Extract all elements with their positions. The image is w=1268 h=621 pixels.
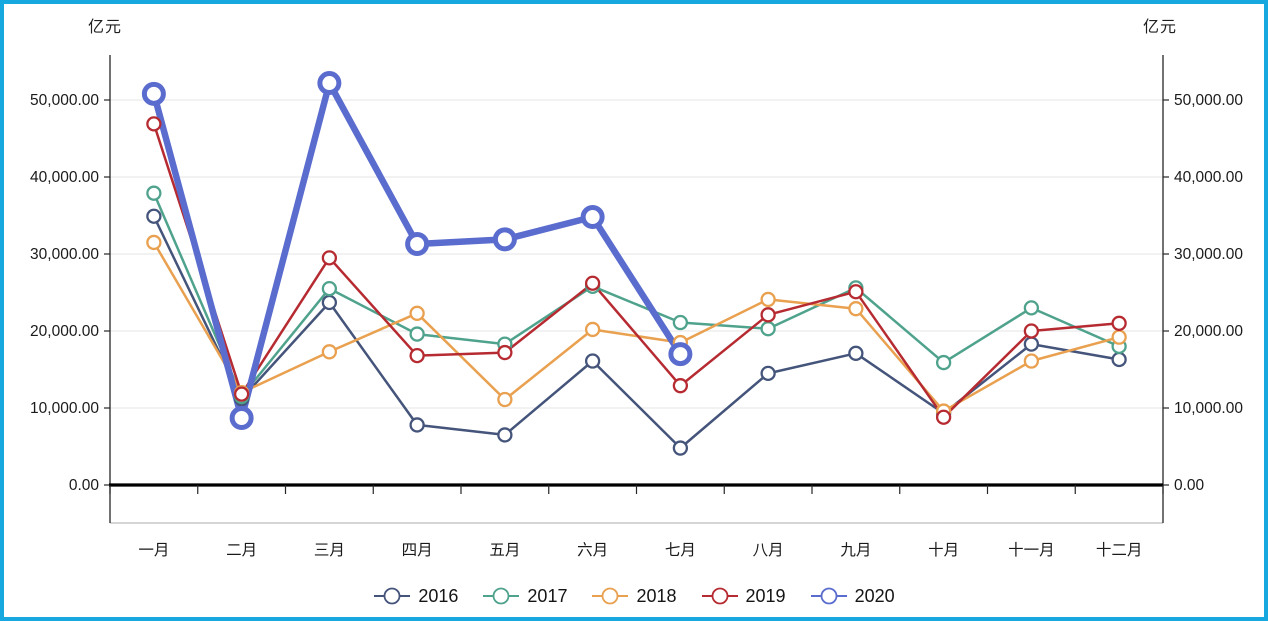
data-point-2018-四月[interactable] [409, 305, 425, 321]
data-point-2018-五月[interactable] [497, 391, 513, 408]
legend-marker-icon [374, 587, 411, 605]
data-point-2018-八月[interactable] [760, 291, 776, 308]
x-tick-label: 二月 [226, 542, 257, 559]
x-tick-label: 十一月 [1008, 541, 1055, 559]
legend-label: 2017 [527, 585, 568, 606]
data-point-2017-三月[interactable] [321, 280, 338, 297]
data-point-2016-四月[interactable] [409, 417, 425, 433]
data-point-2018-十二月[interactable] [1111, 329, 1127, 345]
x-tick-label: 四月 [402, 542, 433, 559]
data-point-2016-五月[interactable] [497, 427, 513, 443]
data-point-2019-十二月[interactable] [1111, 315, 1127, 331]
x-tick-label: 九月 [840, 541, 871, 559]
data-point-2017-八月[interactable] [760, 321, 776, 337]
data-point-2017-七月[interactable] [672, 314, 689, 331]
x-tick-label: 十月 [928, 541, 959, 559]
line-chart: 0.00 0.00 10,000.00 10,000.00 20,000.00 20,00… [30, 55, 1243, 559]
data-point-2020-三月[interactable] [317, 71, 342, 96]
data-point-2017-一月[interactable] [146, 185, 162, 201]
legend-label: 2019 [745, 585, 786, 606]
data-point-2019-一月[interactable] [146, 116, 162, 132]
legend-label: 2020 [854, 585, 895, 606]
series-line-2017 [152, 191, 1121, 398]
data-point-2019-二月[interactable] [233, 386, 250, 402]
data-point-2019-八月[interactable] [760, 307, 776, 323]
legend-label: 2018 [636, 585, 677, 606]
x-tick-label: 六月 [577, 541, 608, 559]
y-tick-label: 40,000.00 [1174, 169, 1243, 186]
legend-marker-icon [483, 587, 520, 605]
legend-item-2019[interactable]: 2019 [701, 585, 786, 607]
series-line-2019 [152, 122, 1121, 419]
data-point-2018-九月[interactable] [848, 301, 864, 317]
x-tick-label: 十二月 [1096, 541, 1143, 559]
data-point-2017-四月[interactable] [409, 326, 425, 342]
data-point-2016-七月[interactable] [672, 440, 689, 456]
data-point-2019-四月[interactable] [409, 347, 425, 364]
data-point-2019-六月[interactable] [584, 275, 601, 291]
legend-label: 2016 [418, 585, 459, 606]
y-tick-label: 20,000.00 [1174, 323, 1243, 340]
legend-item-2017[interactable]: 2017 [482, 585, 567, 607]
y-tick-label: 30,000.00 [30, 246, 99, 263]
data-point-2016-三月[interactable] [321, 294, 338, 311]
series-line-2016 [152, 215, 1121, 450]
data-point-2020-一月[interactable] [141, 81, 166, 106]
data-point-2016-六月[interactable] [584, 353, 601, 369]
data-point-2018-六月[interactable] [584, 321, 601, 338]
chart-legend: 2016 2017 2018 2019 2020 [4, 585, 1264, 607]
data-point-2016-十二月[interactable] [1111, 351, 1127, 368]
y-tick-label: 50,000.00 [1174, 92, 1243, 109]
y-tick-label: 40,000.00 [30, 169, 99, 186]
y-tick-label: 30,000.00 [1174, 246, 1243, 263]
data-point-2020-七月[interactable] [668, 342, 693, 367]
legend-marker-icon [810, 587, 847, 605]
legend-marker-icon [701, 587, 738, 605]
data-point-2018-一月[interactable] [146, 234, 162, 251]
x-tick-label: 一月 [138, 542, 169, 559]
data-point-2020-二月[interactable] [229, 406, 254, 431]
data-point-2019-七月[interactable] [672, 378, 689, 394]
data-point-2019-三月[interactable] [321, 250, 338, 266]
data-point-2018-十一月[interactable] [1023, 353, 1040, 369]
data-point-2016-九月[interactable] [848, 345, 864, 361]
data-point-2019-十一月[interactable] [1023, 323, 1040, 339]
y-tick-label: 20,000.00 [30, 323, 99, 340]
legend-item-2016[interactable]: 2016 [373, 585, 458, 607]
legend-item-2020[interactable]: 2020 [810, 585, 895, 607]
x-tick-label: 三月 [314, 542, 345, 559]
x-tick-label: 七月 [665, 541, 696, 559]
data-point-2018-三月[interactable] [321, 344, 338, 360]
data-point-2017-十一月[interactable] [1023, 300, 1040, 316]
right-axis-title: 亿元 [1143, 19, 1178, 36]
legend-item-2018[interactable]: 2018 [591, 585, 677, 607]
x-tick-label: 五月 [489, 542, 520, 559]
y-tick-label: 10,000.00 [30, 400, 99, 417]
y-tick-label: 0.00 [1174, 477, 1205, 494]
data-point-2016-十一月[interactable] [1023, 336, 1040, 352]
data-point-2016-一月[interactable] [146, 208, 162, 224]
data-point-2019-五月[interactable] [497, 344, 513, 361]
y-tick-label: 0.00 [69, 477, 100, 494]
data-point-2020-四月[interactable] [405, 231, 430, 256]
left-axis-title: 亿元 [88, 19, 123, 36]
y-tick-label: 50,000.00 [30, 92, 99, 109]
data-point-2019-十月[interactable] [935, 409, 952, 425]
data-point-2019-九月[interactable] [848, 284, 864, 300]
y-tick-label: 10,000.00 [1174, 400, 1243, 417]
data-point-2016-八月[interactable] [760, 365, 776, 382]
legend-marker-icon [592, 587, 629, 605]
data-point-2020-五月[interactable] [492, 227, 517, 252]
data-point-2017-十月[interactable] [935, 354, 952, 371]
data-point-2020-六月[interactable] [580, 205, 605, 230]
x-tick-label: 八月 [753, 542, 784, 559]
